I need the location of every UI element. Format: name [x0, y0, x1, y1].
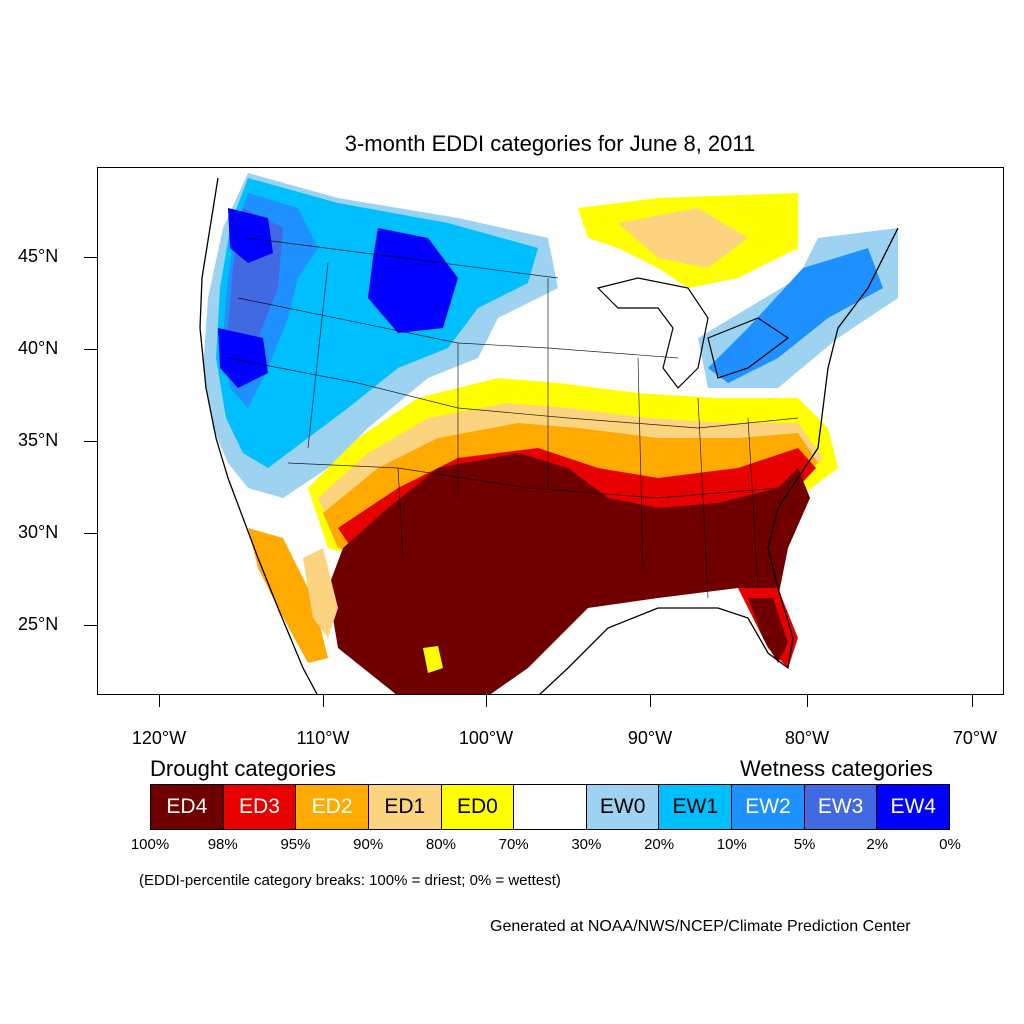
- lon-tick-label: 90°W: [627, 728, 673, 748]
- lon-tick-label: 110°W: [296, 728, 350, 748]
- lat-tick-label: 45°N: [18, 246, 59, 266]
- map-panel: [97, 167, 1004, 695]
- lat-tick-mark: [84, 533, 97, 534]
- region-ew2-northeast: [708, 248, 883, 383]
- credit-line: Generated at NOAA/NWS/NCEP/Climate Predi…: [490, 918, 911, 935]
- drought-heading: Drought categories: [150, 756, 336, 781]
- lon-tick-label: 80°W: [784, 728, 830, 748]
- legend-cell-ew4: EW4: [877, 785, 950, 829]
- lon-tick-mark: [486, 695, 487, 707]
- lat-tick-label: 35°N: [18, 430, 59, 450]
- map-title: 3-month EDDI categories for June 8, 2011: [344, 131, 756, 156]
- lat-tick-mark: [84, 441, 97, 442]
- region-ed0-mexico-spot: [423, 646, 443, 673]
- legend-break-label: 70%: [498, 836, 529, 853]
- legend-bar: ED4 ED3 ED2 ED1 ED0 EW0 EW1 EW2 EW3 EW4: [150, 784, 950, 830]
- legend-break-label: 95%: [280, 836, 311, 853]
- lat-tick-mark: [84, 257, 97, 258]
- legend-cell-ew0: EW0: [586, 785, 660, 829]
- legend-cell-ed0: ED0: [441, 785, 515, 829]
- eddi-map: [199, 173, 899, 694]
- lat-tick-label: 40°N: [18, 338, 59, 358]
- legend-cell-ed2: ED2: [296, 785, 369, 829]
- lon-tick-label: 100°W: [458, 728, 514, 748]
- lat-tick-mark: [84, 625, 97, 626]
- region-ed1-greatlakes: [618, 208, 748, 268]
- lon-tick-label: 70°W: [952, 728, 998, 748]
- wetness-heading: Wetness categories: [740, 756, 933, 781]
- great-lakes-outline: [596, 277, 790, 389]
- legend-cell-ew2: EW2: [732, 785, 805, 829]
- region-ew4-nrockies: [368, 228, 458, 333]
- legend-break-label: 10%: [716, 836, 747, 853]
- legend-cell-ed4: ED4: [151, 785, 224, 829]
- legend-break-label: 0%: [939, 836, 961, 853]
- legend-break-label: 100%: [130, 836, 170, 853]
- lon-tick-label: 120°W: [131, 728, 187, 748]
- lon-tick-mark: [323, 695, 324, 707]
- legend-cell-ed1: ED1: [368, 785, 442, 829]
- lat-tick-label: 30°N: [18, 522, 59, 542]
- region-ed4-florida: [748, 598, 788, 663]
- legend-break-label: 30%: [571, 836, 602, 853]
- region-ed2-baja: [248, 528, 328, 663]
- lon-tick-mark: [650, 695, 651, 707]
- lon-tick-mark: [972, 695, 973, 707]
- legend-break-label: 80%: [425, 836, 456, 853]
- legend-break-label: 98%: [207, 836, 238, 853]
- legend-cell-none: [514, 785, 587, 829]
- lon-tick-mark: [807, 695, 808, 707]
- lon-tick-mark: [159, 695, 160, 707]
- legend-break-label: 2%: [866, 836, 889, 853]
- legend-cell-ew1: EW1: [659, 785, 733, 829]
- lat-tick-label: 25°N: [18, 614, 59, 634]
- legend-break-label: 5%: [793, 836, 816, 853]
- region-ed4-south: [328, 453, 810, 694]
- legend-break-label: 20%: [644, 836, 675, 853]
- category-note: (EDDI-percentile category breaks: 100% =…: [139, 872, 561, 889]
- region-ed1-sierra: [303, 548, 338, 638]
- legend-break-label: 90%: [353, 836, 384, 853]
- legend-cell-ed3: ED3: [223, 785, 297, 829]
- region-ew4-nv: [218, 328, 268, 388]
- coastline-east: [539, 227, 899, 694]
- coastline-west: [199, 177, 318, 694]
- legend-cell-ew3: EW3: [804, 785, 878, 829]
- state-borders: [227, 237, 799, 599]
- lat-tick-mark: [84, 349, 97, 350]
- region-ew4-pnw: [228, 208, 273, 263]
